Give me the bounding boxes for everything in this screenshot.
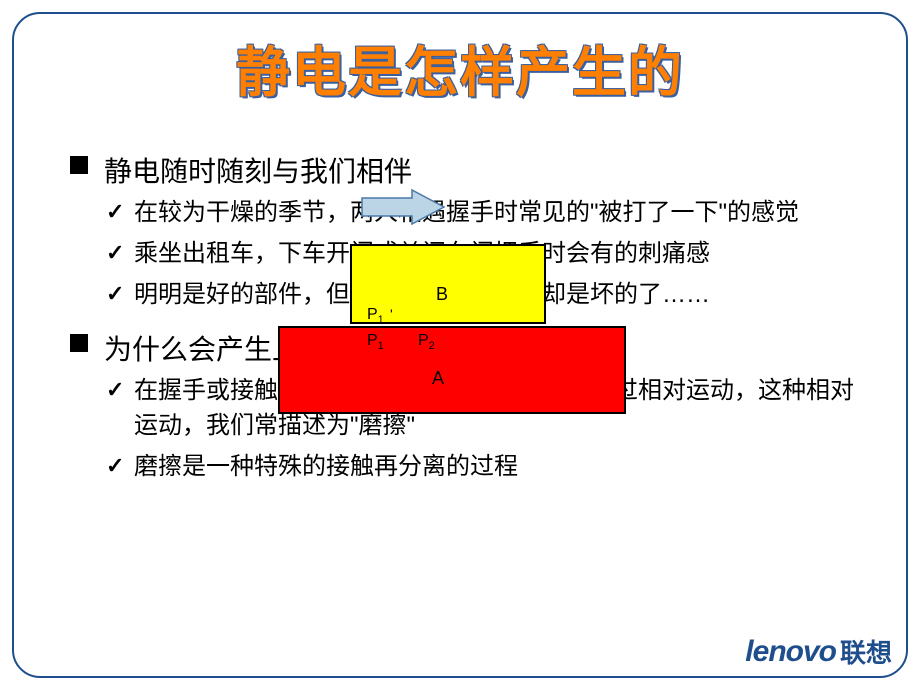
bullet-item: 在较为干燥的季节，两人相遇握手时常见的"被打了一下"的感觉 <box>70 196 870 231</box>
section-heading-1: 静电随时随刻与我们相伴 <box>70 150 870 190</box>
bullet-item: 明明是好的部件，但装配到整机之后，却是坏的了…… <box>70 278 870 313</box>
content-area: 静电随时随刻与我们相伴 在较为干燥的季节，两人相遇握手时常见的"被打了一下"的感… <box>70 150 870 491</box>
brand-logo: lenovo 联想 <box>745 633 892 670</box>
bullet-item: 磨擦是一种特殊的接触再分离的过程 <box>70 450 870 485</box>
section-heading-2: 为什么会产生上述静电现象 <box>70 328 870 368</box>
logo-cn: 联想 <box>840 633 892 670</box>
logo-text: lenovo <box>745 635 836 669</box>
slide-title: 静电是怎样产生的 <box>0 28 920 107</box>
bullet-item: 乘坐出租车，下车开门或关闭车门把手时会有的刺痛感 <box>70 237 870 272</box>
bullet-item: 在握手或接触车门之前，人体或物质间已发生过相对运动，这种相对运动，我们常描述为"… <box>70 374 870 444</box>
